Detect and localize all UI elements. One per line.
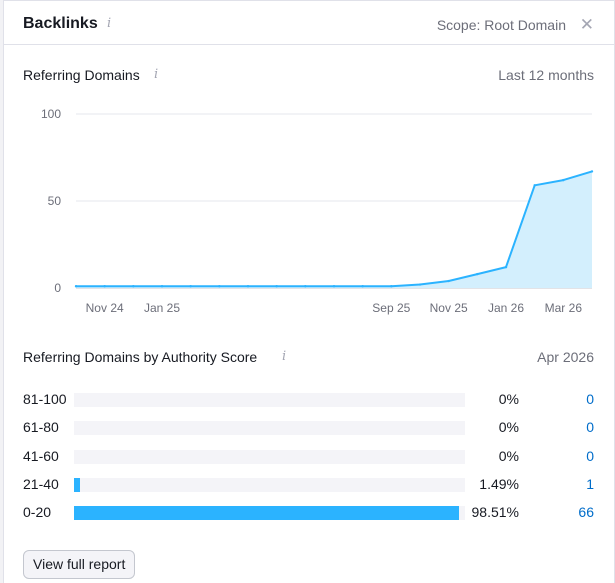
data-point xyxy=(533,184,536,187)
data-point xyxy=(160,285,164,288)
data-point xyxy=(332,285,336,288)
scope-label[interactable]: Scope: Root Domain xyxy=(436,17,566,33)
score-bar-track xyxy=(74,478,465,492)
score-percent: 98.51% xyxy=(471,504,519,520)
score-bar-track xyxy=(74,393,465,407)
score-count-link[interactable]: 0 xyxy=(586,448,594,464)
data-point xyxy=(504,265,508,269)
score-bar-track xyxy=(74,506,465,520)
score-count-link[interactable]: 1 xyxy=(586,476,594,492)
score-range-label: 61-80 xyxy=(23,419,59,435)
score-range-label: 21-40 xyxy=(23,476,59,492)
score-bar-track xyxy=(74,421,465,435)
data-point xyxy=(418,283,422,286)
referring-domains-title: Referring Domains xyxy=(23,67,140,83)
score-bar-fill xyxy=(74,506,459,520)
data-point xyxy=(275,285,278,288)
widget-title: Backlinks xyxy=(23,15,98,32)
period-label[interactable]: Last 12 months xyxy=(498,67,594,83)
score-bar-track xyxy=(74,450,465,464)
y-tick-label: 100 xyxy=(41,107,61,121)
authority-date: Apr 2026 xyxy=(537,349,594,365)
score-range-label: 81-100 xyxy=(23,391,67,407)
score-bar-fill xyxy=(74,478,80,492)
data-point xyxy=(562,178,565,182)
data-point xyxy=(246,285,250,288)
x-tick-label: Nov 25 xyxy=(430,301,468,315)
view-full-report-button[interactable]: View full report xyxy=(23,550,136,579)
info-icon[interactable]: i xyxy=(282,349,287,364)
authority-score-title: Referring Domains by Authority Score xyxy=(23,349,258,365)
x-tick-label: Nov 24 xyxy=(86,301,124,315)
info-icon[interactable]: i xyxy=(154,67,159,82)
score-range-label: 41-60 xyxy=(23,448,59,464)
data-point xyxy=(304,285,307,288)
data-point xyxy=(590,170,594,173)
score-range-label: 0-20 xyxy=(23,504,52,520)
y-tick-label: 50 xyxy=(48,194,62,208)
score-percent: 0% xyxy=(498,419,519,435)
data-point xyxy=(189,285,192,288)
data-point xyxy=(361,285,364,288)
data-point xyxy=(218,285,221,288)
score-count-link[interactable]: 66 xyxy=(578,504,594,520)
widget-header: Backlinks i Scope: Root Domain ✕ xyxy=(4,1,614,45)
x-tick-label: Jan 26 xyxy=(488,301,524,315)
data-point xyxy=(74,285,78,288)
x-tick-label: Sep 25 xyxy=(372,301,410,315)
score-percent: 1.49% xyxy=(479,476,519,492)
data-point xyxy=(447,279,450,283)
score-percent: 0% xyxy=(498,448,519,464)
y-tick-label: 0 xyxy=(54,281,61,295)
series-area xyxy=(76,171,592,288)
score-count-link[interactable]: 0 xyxy=(586,391,594,407)
data-point xyxy=(103,285,106,288)
backlinks-widget: Backlinks i Scope: Root Domain ✕ Referri… xyxy=(3,0,615,583)
score-percent: 0% xyxy=(498,391,519,407)
x-tick-label: Mar 26 xyxy=(545,301,583,315)
data-point xyxy=(476,272,479,276)
data-point xyxy=(390,285,393,288)
info-icon[interactable]: i xyxy=(107,16,112,31)
referring-domains-chart[interactable]: 0 50 100 Nov 24 Jan 25 Sep 25 Nov 25 Jan 26 Mar … xyxy=(4,96,615,326)
close-icon[interactable]: ✕ xyxy=(579,15,594,34)
x-tick-label: Jan 25 xyxy=(144,301,180,315)
score-count-link[interactable]: 0 xyxy=(586,419,594,435)
data-point xyxy=(132,285,135,288)
